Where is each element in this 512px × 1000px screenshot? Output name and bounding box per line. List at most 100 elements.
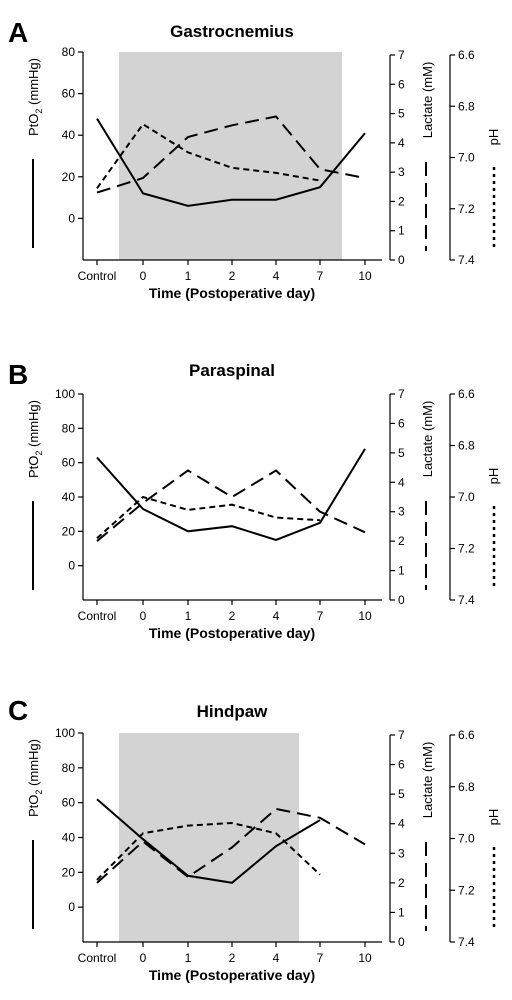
ph-tick-label: 6.8 [458,99,475,113]
pto2-tick-label: 40 [62,831,76,845]
x-tick-label: Control [78,609,117,623]
pto2-tick-label: 100 [55,726,75,740]
x-tick-label: 10 [358,609,372,623]
lactate-tick-label: 4 [398,475,405,489]
x-tick-label: 7 [317,609,324,623]
x-tick-label: 7 [317,269,324,283]
x-tick-label: 10 [358,951,372,965]
lactate-tick-label: 3 [398,846,405,860]
x-tick-label: 0 [140,609,147,623]
x-tick-label: Control [78,951,117,965]
x-tick-label: 7 [317,951,324,965]
shaded-region [119,52,342,260]
series-line-pto2 [96,448,366,541]
lactate-tick-label: 2 [398,534,405,548]
pto2-tick-label: 0 [68,559,75,573]
lactate-tick-label: 3 [398,505,405,519]
x-tick-label: Control [78,269,117,283]
ph-tick-label: 7.0 [458,151,475,165]
lactate-tick-label: 5 [398,787,405,801]
x-tick-label: 1 [185,609,192,623]
pto2-axis-label: PtO2 (mmHg) [26,400,44,478]
lactate-tick-label: 6 [398,77,405,91]
x-tick-label: 1 [185,269,192,283]
x-tick-label: 4 [273,951,280,965]
pto2-tick-label: 20 [62,865,76,879]
x-tick-label: 2 [229,609,236,623]
ph-tick-label: 7.2 [458,202,475,216]
x-axis-label: Time (Postoperative day) [149,625,315,641]
pto2-axis-label: PtO2 (mmHg) [26,58,44,136]
lactate-tick-label: 1 [398,224,405,238]
lactate-tick-label: 0 [398,593,405,607]
panel-letter: C [8,695,28,726]
x-tick-label: 0 [140,269,147,283]
pto2-tick-label: 60 [62,87,76,101]
pto2-tick-label: 20 [62,524,76,538]
lactate-tick-label: 0 [398,253,405,267]
lactate-tick-label: 3 [398,165,405,179]
pto2-tick-label: 40 [62,490,76,504]
ph-tick-label: 7.4 [458,253,475,267]
pto2-tick-label: 20 [62,170,76,184]
x-tick-label: 4 [273,269,280,283]
series-line-ph [96,122,321,189]
ph-tick-label: 7.0 [458,832,475,846]
pto2-tick-label: 60 [62,796,76,810]
chart-title: Paraspinal [189,361,275,380]
ph-tick-label: 7.2 [458,542,475,556]
lactate-tick-label: 7 [398,387,405,401]
panel-letter: B [8,359,28,390]
x-tick-label: 10 [358,269,372,283]
pto2-tick-label: 0 [68,900,75,914]
chart-title: Gastrocnemius [170,22,294,41]
x-axis-label: Time (Postoperative day) [149,285,315,301]
ph-tick-label: 7.2 [458,883,475,897]
pto2-tick-label: 80 [62,45,76,59]
ph-tick-label: 6.8 [458,439,475,453]
series-line-ph [96,495,321,539]
x-tick-label: 2 [229,269,236,283]
ph-tick-label: 7.4 [458,593,475,607]
lactate-tick-label: 2 [398,194,405,208]
lactate-tick-label: 6 [398,416,405,430]
pto2-tick-label: 80 [62,761,76,775]
series-line-lactate [96,807,366,884]
x-tick-label: 0 [140,951,147,965]
lactate-tick-label: 7 [398,728,405,742]
shaded-region [119,733,299,942]
pto2-tick-label: 80 [62,421,76,435]
series-line-lactate [96,115,366,194]
ph-tick-label: 6.6 [458,48,475,62]
series-line-pto2 [96,798,321,884]
ph-axis-label: pH [486,129,501,146]
lactate-tick-label: 2 [398,876,405,890]
pto2-tick-label: 100 [55,387,75,401]
lactate-tick-label: 5 [398,107,405,121]
lactate-tick-label: 7 [398,48,405,62]
chart-title: Hindpaw [197,702,269,721]
ph-tick-label: 6.6 [458,387,475,401]
ph-tick-label: 6.8 [458,780,475,794]
lactate-axis-label: Lactate (mM) [420,62,435,139]
ph-axis-label: pH [486,468,501,485]
pto2-tick-label: 0 [68,211,75,225]
lactate-tick-label: 4 [398,817,405,831]
series-line-ph [96,821,321,881]
x-tick-label: 4 [273,609,280,623]
ph-tick-label: 6.6 [458,728,475,742]
lactate-tick-label: 6 [398,758,405,772]
panel-letter: A [8,17,28,48]
lactate-axis-label: Lactate (mM) [420,742,435,819]
lactate-tick-label: 4 [398,136,405,150]
x-tick-label: 1 [185,951,192,965]
pto2-tick-label: 60 [62,456,76,470]
ph-tick-label: 7.0 [458,490,475,504]
pto2-tick-label: 40 [62,128,76,142]
x-tick-label: 2 [229,951,236,965]
lactate-tick-label: 5 [398,446,405,460]
